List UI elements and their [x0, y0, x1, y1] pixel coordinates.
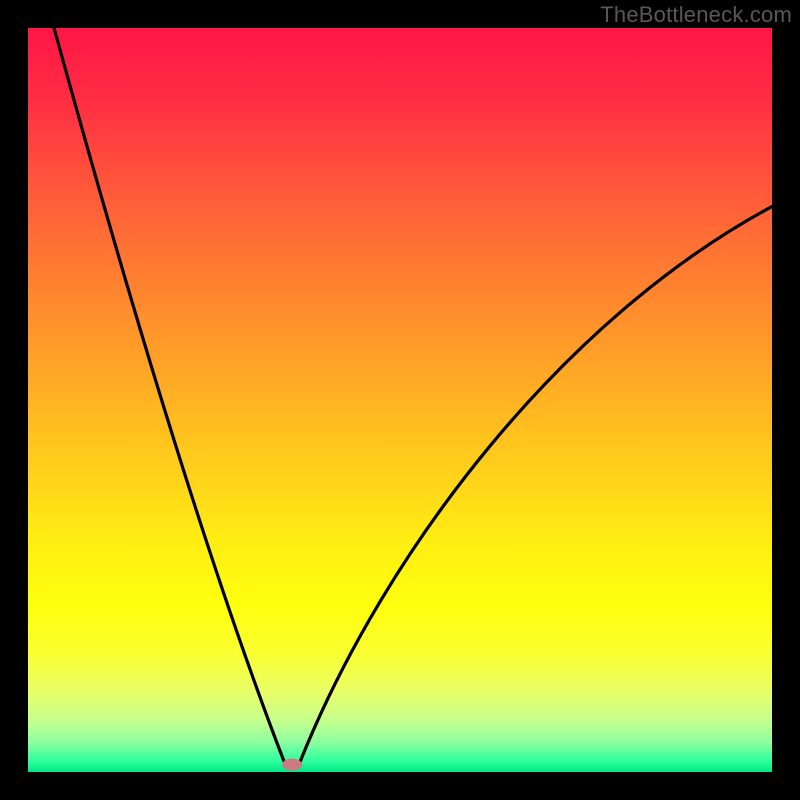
- watermark-text: TheBottleneck.com: [600, 2, 792, 28]
- plot-background-gradient: [28, 28, 772, 772]
- optimal-point-marker: [282, 759, 302, 771]
- chart-container: TheBottleneck.com: [0, 0, 800, 800]
- bottleneck-curve-chart: [0, 0, 800, 800]
